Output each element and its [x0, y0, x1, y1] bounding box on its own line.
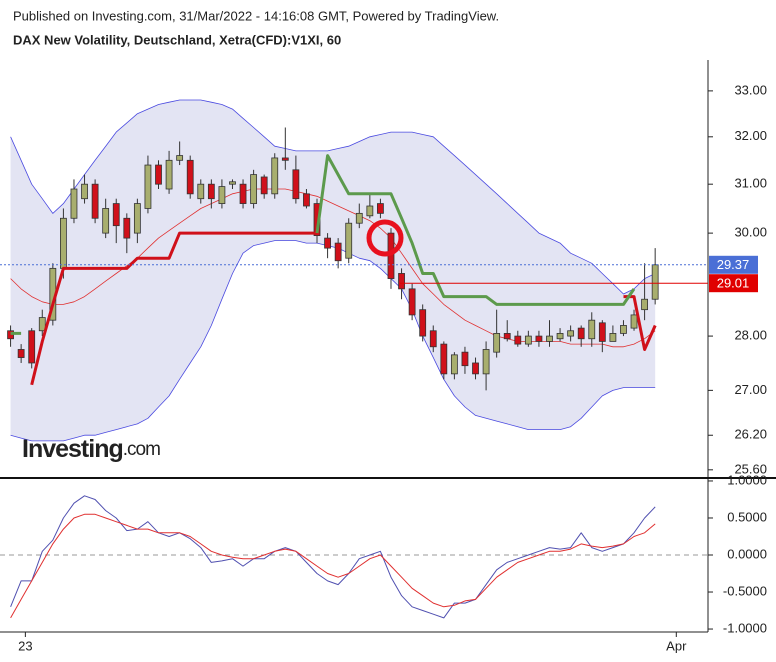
series-line: [10, 240, 656, 442]
candle-body: [514, 335, 522, 345]
candle-body: [609, 333, 617, 342]
candle-body: [461, 351, 469, 367]
candle-body: [144, 164, 152, 209]
y-tick-label: 33.00: [734, 82, 767, 97]
y-tick-label: 28.00: [734, 328, 767, 343]
price-label-box: [709, 274, 758, 293]
candle-body: [260, 176, 268, 195]
watermark-brand: Investing: [22, 435, 123, 463]
y-tick-label: 27.00: [734, 382, 767, 397]
source: Published on Investing.com, 31/Mar/2022 …: [13, 8, 499, 23]
candle-body: [429, 330, 437, 348]
candle-body: [218, 186, 226, 204]
candle-body: [567, 330, 575, 337]
candle-body: [535, 335, 543, 342]
candle-body: [366, 205, 374, 217]
price-label: 29.01: [717, 276, 750, 291]
candle-body: [186, 159, 194, 195]
y-tick-label: -0.5000: [723, 583, 767, 598]
watermark-suffix: .com: [123, 439, 160, 460]
candle-body: [482, 349, 490, 375]
price-label: 29.37: [717, 257, 750, 272]
candle-body: [450, 354, 458, 375]
candle-body: [176, 155, 184, 161]
series-line: [10, 154, 636, 335]
price-label-box: [709, 255, 758, 274]
candle-body: [472, 362, 479, 375]
candle-body: [60, 217, 67, 269]
candle-body: [408, 288, 416, 316]
candle-body: [355, 212, 363, 224]
candle-body: [112, 203, 120, 227]
y-tick-label: 30.00: [734, 225, 767, 240]
candle-body: [28, 330, 36, 364]
candle-body: [345, 222, 353, 259]
candle-body: [17, 349, 25, 358]
highlight-circle: [366, 219, 404, 257]
candle-body: [271, 157, 279, 195]
candle-body: [641, 298, 648, 311]
y-tick-label: 0.0000: [727, 546, 767, 561]
candle-body: [524, 335, 532, 345]
band-fill: [10, 99, 656, 441]
x-tick-label: Apr: [666, 638, 687, 653]
plot: [0, 99, 708, 619]
candle-body: [38, 317, 46, 332]
candle-body: [207, 183, 215, 200]
candle-body: [155, 164, 162, 185]
candle-body: [81, 183, 88, 200]
y-tick-label: 31.00: [734, 176, 767, 191]
y-tick-label: -1.0000: [723, 620, 767, 635]
candle-body: [292, 169, 300, 200]
candle-body: [630, 314, 638, 329]
candle-body: [577, 327, 585, 340]
chart-title: DAX New Volatility, Deutschland, Xetra(C…: [13, 32, 341, 47]
candle-body: [229, 181, 236, 185]
candle-body: [493, 333, 501, 353]
candle-body: [651, 264, 659, 300]
candle-body: [398, 273, 405, 290]
candle-body: [440, 343, 448, 375]
candle-body: [165, 159, 173, 190]
series-line: [10, 99, 656, 295]
candle-body: [102, 208, 110, 234]
candle-body: [377, 203, 384, 214]
candle-body: [588, 319, 596, 340]
candle-body: [334, 242, 342, 262]
candle-body: [197, 183, 205, 200]
candle-body: [281, 157, 289, 161]
candle-body: [419, 309, 427, 337]
candle-body: [620, 325, 627, 334]
candle-body: [250, 174, 258, 204]
candle-body: [91, 183, 99, 219]
watermark: Investing.com: [22, 435, 160, 463]
y-tick-label: 0.5000: [727, 509, 767, 524]
candle-body: [123, 217, 131, 239]
y-tick-label: 25.60: [734, 461, 767, 476]
candle-body: [546, 335, 553, 342]
candle-body: [133, 203, 141, 234]
x-tick-label: 23: [18, 638, 32, 653]
candle-body: [503, 333, 511, 340]
series-line: [10, 495, 656, 619]
candle-body: [556, 333, 564, 340]
candle-body: [598, 322, 606, 342]
y-tick-label: 1.0000: [727, 472, 767, 487]
y-tick-label: 26.20: [734, 427, 767, 442]
candle-body: [303, 193, 310, 207]
candle-body: [324, 237, 331, 249]
y-tick-label: 32.00: [734, 128, 767, 143]
series-line: [10, 513, 656, 619]
candle-body: [239, 183, 247, 204]
candle-body: [70, 188, 78, 219]
